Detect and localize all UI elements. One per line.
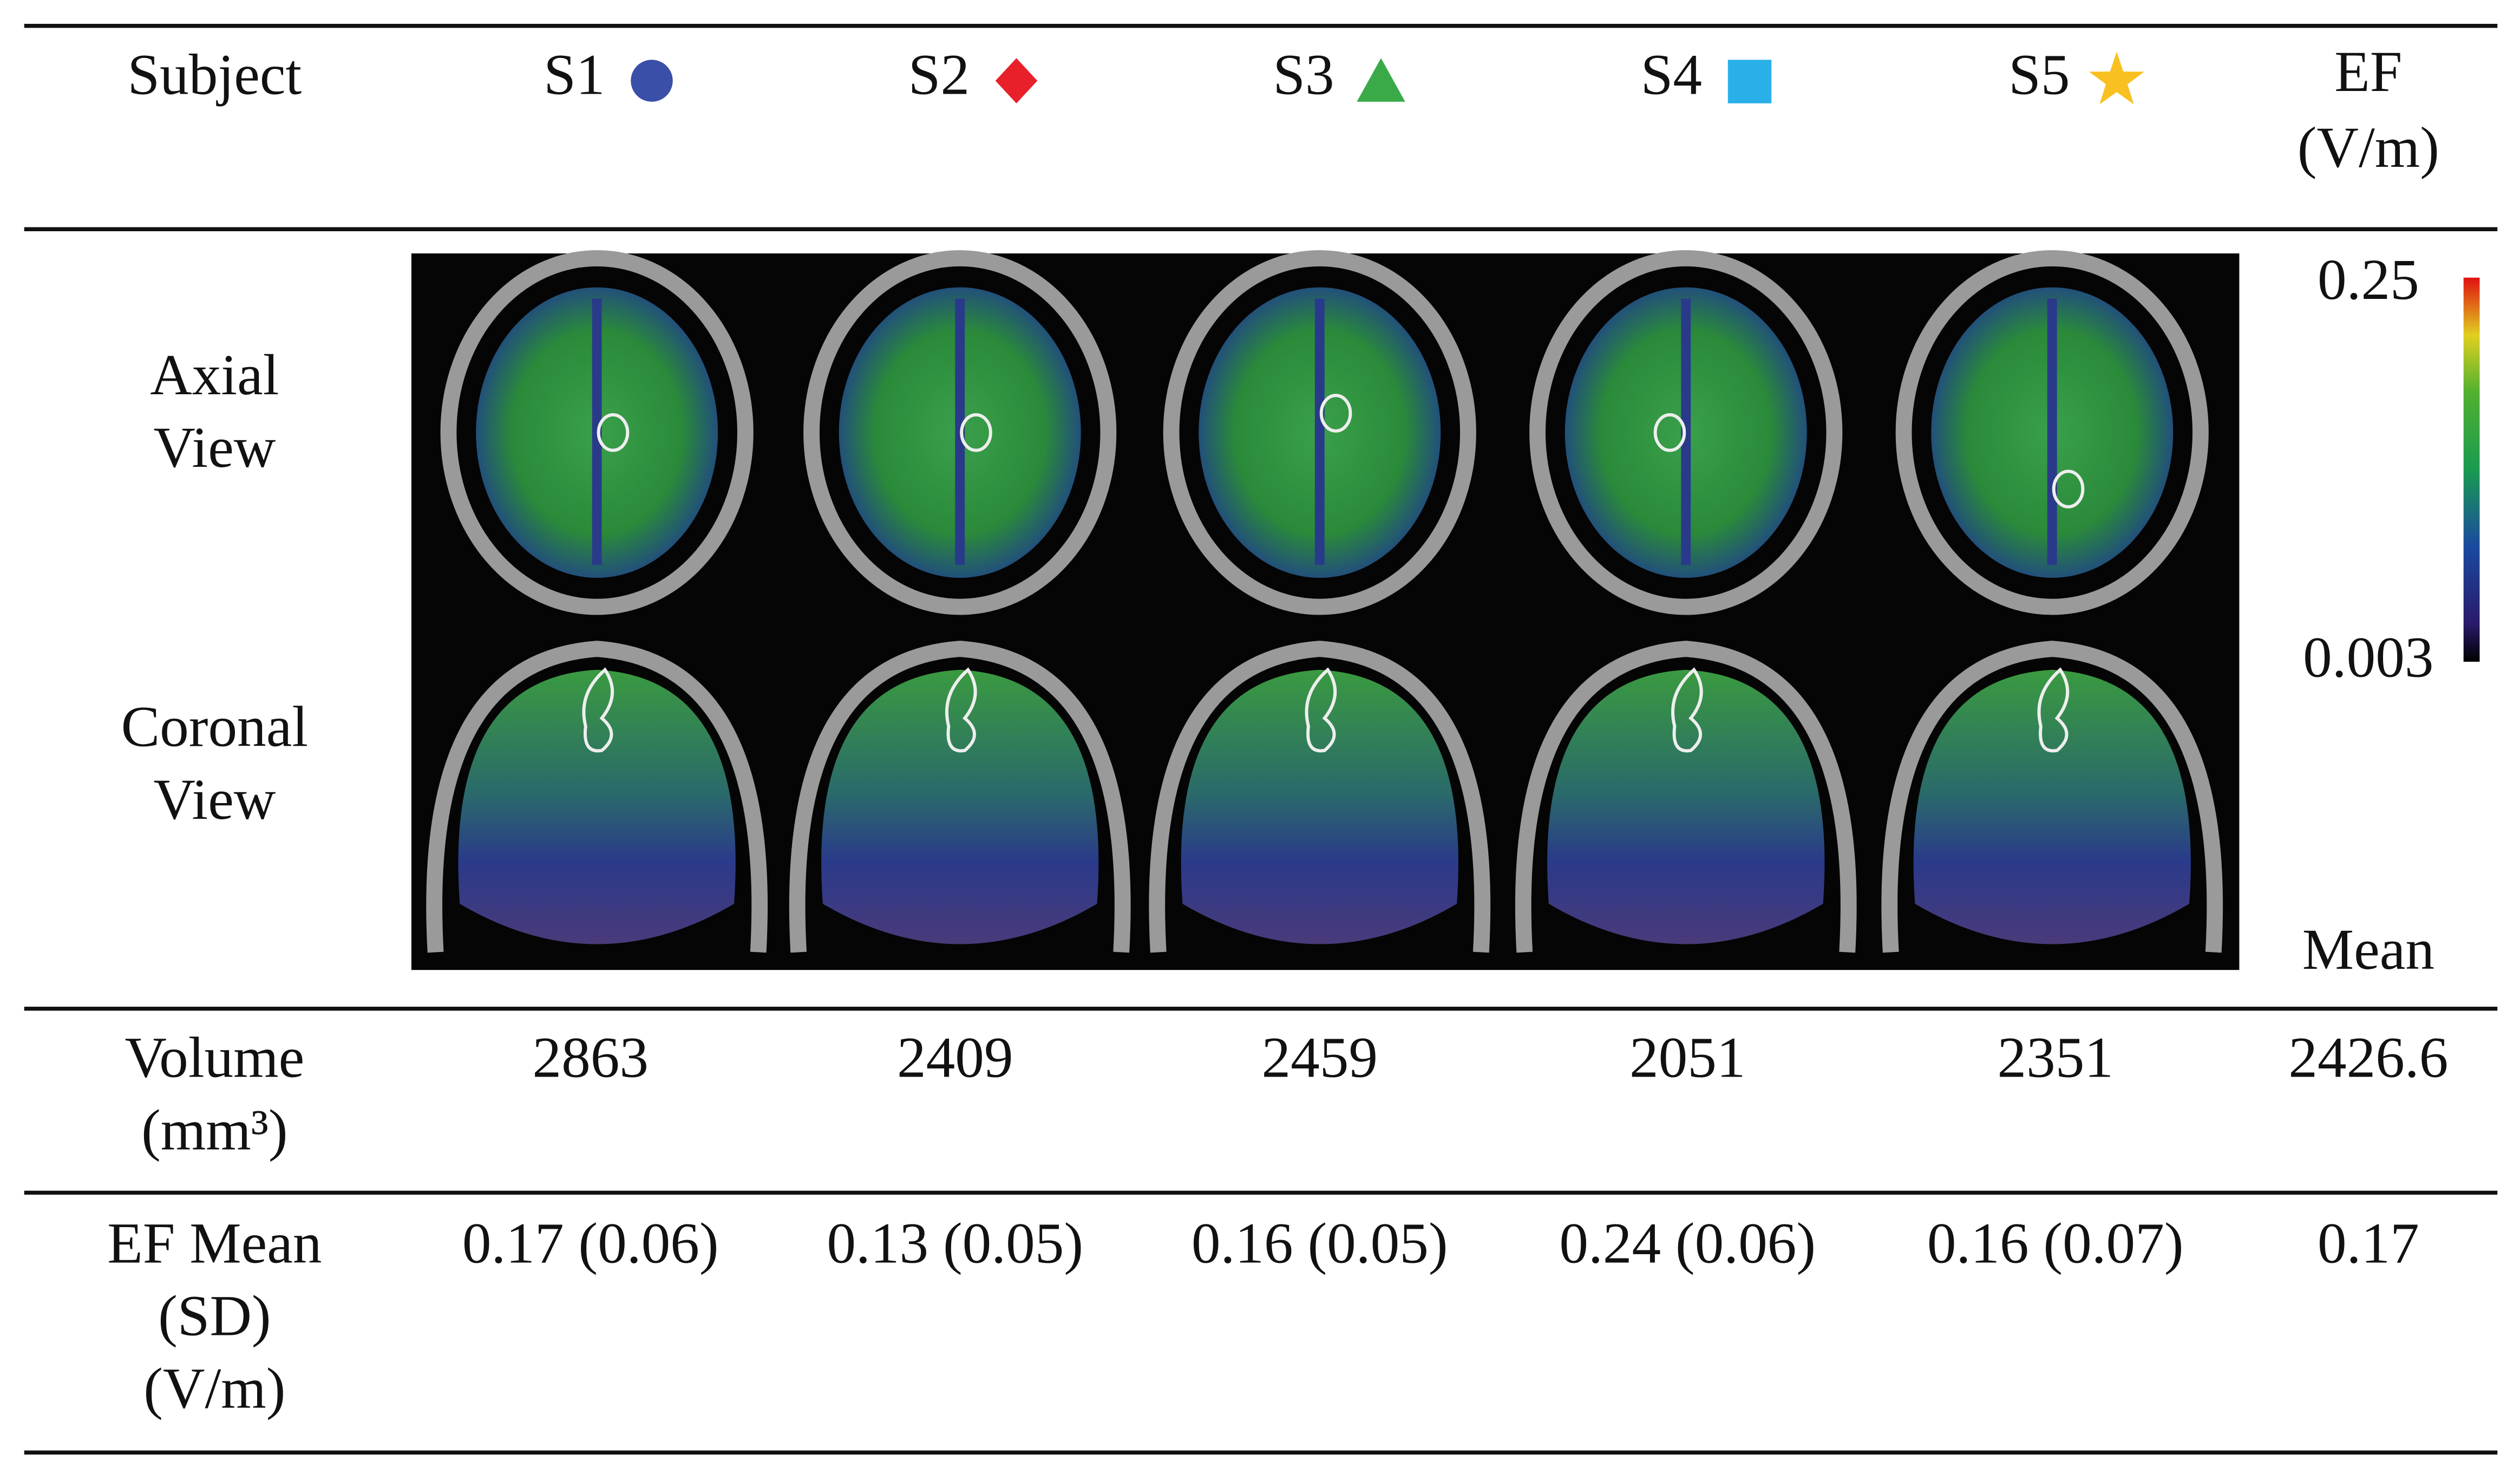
roi-outline [2037, 667, 2070, 753]
row-label: EF Mean [107, 1211, 322, 1275]
cell-value: 2051 [1629, 1026, 1746, 1090]
coronal-brain [1181, 669, 1458, 944]
marker-circle [631, 60, 673, 102]
marker-square [1727, 60, 1772, 103]
cell-value: 2459 [1262, 1026, 1378, 1090]
cell-value: 0.17 (0.06) [462, 1211, 719, 1275]
marker-diamond [995, 58, 1038, 103]
coronal-skull [426, 641, 768, 953]
brain-images [426, 250, 2223, 953]
unit-header: EF [2334, 40, 2402, 104]
coronal-skull [1515, 641, 1857, 953]
coronal-brain [1913, 669, 2191, 944]
unit-header: (V/m) [2298, 115, 2439, 180]
cell-value: 2863 [532, 1026, 649, 1090]
subject-label: S4 [1641, 43, 1702, 107]
header-label: Subject [127, 43, 302, 107]
cell-value: 0.16 (0.05) [1192, 1211, 1448, 1275]
cell-value: 2409 [897, 1026, 1013, 1090]
axial-skull [1529, 250, 1843, 615]
axial-skull [440, 250, 754, 615]
view-label: View [153, 767, 276, 832]
roi-outline [960, 413, 992, 452]
colorbar-min: 0.003 [2303, 625, 2433, 690]
colorbar-max: 0.25 [2318, 247, 2419, 312]
row-label: Volume [125, 1026, 304, 1090]
roi-outline [597, 413, 630, 452]
row-label: (SD) [158, 1283, 271, 1348]
row-label: (V/m) [143, 1357, 285, 1421]
roi-outline [582, 667, 614, 753]
axial-skull [803, 250, 1117, 615]
view-label: Axial [150, 343, 279, 407]
mean-value: 2426.6 [2288, 1026, 2448, 1090]
row-label: (mm³) [141, 1098, 287, 1163]
cell-value: 0.13 (0.05) [827, 1211, 1083, 1275]
mean-value: 0.17 [2318, 1211, 2419, 1275]
marker-triangle [1357, 58, 1405, 102]
subject-label: S2 [908, 43, 970, 107]
axial-skull [1895, 250, 2209, 615]
roi-outline [945, 667, 977, 753]
cell-value: 0.24 (0.06) [1559, 1211, 1816, 1275]
roi-outline [1319, 394, 1352, 433]
view-label: View [153, 415, 276, 480]
roi-outline [1653, 413, 1686, 452]
coronal-brain [821, 669, 1099, 944]
coronal-skull [1149, 641, 1491, 953]
axial-skull [1163, 250, 1476, 615]
colorbar [2463, 277, 2480, 662]
marker-star [2089, 51, 2144, 105]
roi-outline [1305, 667, 1337, 753]
subject-label: S5 [2008, 43, 2070, 107]
coronal-brain [1547, 669, 1825, 944]
coronal-brain [458, 669, 736, 944]
mean-label: Mean [2302, 917, 2434, 982]
view-label: Coronal [121, 695, 309, 759]
cell-value: 0.16 (0.07) [1927, 1211, 2184, 1275]
roi-outline [2052, 470, 2085, 508]
subject-label: S3 [1273, 43, 1334, 107]
coronal-skull [1881, 641, 2223, 953]
cell-value: 2351 [1997, 1026, 2113, 1090]
roi-outline [1671, 667, 1703, 753]
rules [24, 24, 2498, 1455]
subject-label: S1 [544, 43, 605, 107]
coronal-skull [789, 641, 1131, 953]
